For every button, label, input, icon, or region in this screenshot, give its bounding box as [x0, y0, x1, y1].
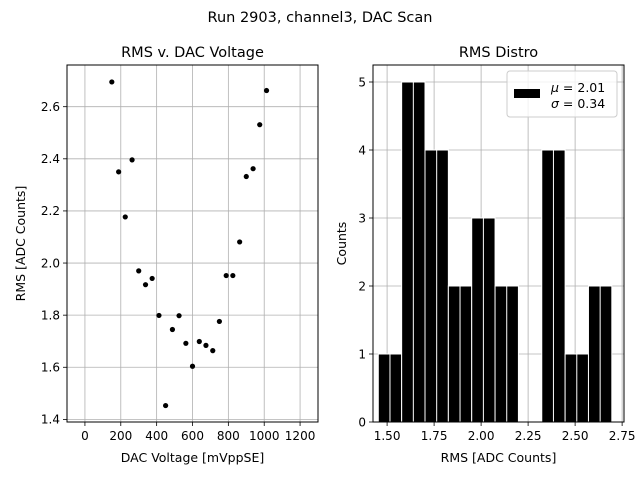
- histogram-x-tick-label: 2.75: [609, 429, 636, 443]
- scatter-y-tick-label: 2.2: [41, 204, 60, 218]
- histogram-y-tick-label: 2: [358, 279, 366, 293]
- scatter-point: [203, 342, 209, 348]
- scatter-y-tick-label: 1.6: [41, 361, 60, 375]
- scatter-point: [257, 122, 263, 128]
- histogram-x-tick-label: 2.50: [562, 429, 589, 443]
- scatter-point: [142, 282, 149, 288]
- scatter-gridlines: [67, 65, 318, 422]
- histogram-legend: μ = 2.01 σ = 0.34: [506, 70, 618, 118]
- scatter-point: [189, 363, 196, 369]
- scatter-points: [109, 79, 270, 409]
- scatter-point: [116, 169, 122, 175]
- histogram-x-axis-label: RMS [ADC Counts]: [441, 450, 557, 465]
- scatter-x-tick-label: 1000: [249, 429, 280, 443]
- scatter-y-ticks: 1.4 1.6 1.8 2.0 2.2 2.4 2.6: [41, 100, 67, 427]
- histogram-panel: RMS Distro 1.50 1.75 2.00 2.25 2.50 2.75 0 1 2 3…: [334, 45, 635, 465]
- scatter-x-ticks: 0 200 400 600 800 1000 1200: [81, 422, 315, 443]
- histogram-y-axis-label: Counts: [334, 222, 349, 266]
- legend-mu-line: μ = 2.01: [550, 80, 605, 95]
- scatter-point: [163, 402, 169, 409]
- scatter-point: [230, 272, 236, 279]
- scatter-y-tick-label: 1.4: [41, 413, 60, 427]
- histogram-y-tick-label: 5: [358, 75, 366, 89]
- legend-sigma-symbol: σ: [551, 96, 560, 111]
- histogram-x-ticks: 1.50 1.75 2.00 2.25 2.50 2.75: [374, 422, 636, 443]
- scatter-point: [250, 166, 256, 172]
- scatter-point: [149, 275, 155, 282]
- scatter-x-tick-label: 600: [181, 429, 204, 443]
- scatter-point: [216, 318, 222, 325]
- legend-swatch: [514, 89, 540, 98]
- scatter-x-tick-label: 800: [217, 429, 240, 443]
- legend-sigma-line: σ = 0.34: [551, 96, 605, 111]
- legend-sigma-value: = 0.34: [559, 96, 605, 111]
- scatter-point: [136, 268, 142, 274]
- legend-mu-value: = 2.01: [559, 80, 605, 95]
- scatter-point: [183, 340, 189, 346]
- scatter-y-tick-label: 1.8: [41, 308, 60, 322]
- scatter-point: [122, 214, 128, 220]
- scatter-point: [169, 326, 176, 333]
- scatter-point: [129, 157, 135, 163]
- histogram-title: RMS Distro: [459, 45, 538, 61]
- figure-suptitle: Run 2903, channel3, DAC Scan: [208, 10, 433, 26]
- scatter-point: [263, 87, 270, 94]
- histogram-x-tick-label: 2.25: [515, 429, 542, 443]
- scatter-point: [156, 312, 162, 319]
- histogram-y-tick-label: 0: [358, 415, 366, 429]
- scatter-y-axis-label: RMS [ADC Counts]: [13, 186, 28, 302]
- scatter-point: [196, 338, 202, 345]
- scatter-y-tick-label: 2.6: [41, 100, 60, 114]
- scatter-title: RMS v. DAC Voltage: [121, 45, 264, 61]
- histogram-bars: [377, 81, 613, 423]
- legend-mu-symbol: μ: [550, 80, 559, 95]
- scatter-x-tick-label: 200: [109, 429, 132, 443]
- histogram-x-tick-label: 1.75: [421, 429, 448, 443]
- histogram-y-tick-label: 4: [358, 143, 366, 157]
- scatter-point: [237, 239, 243, 245]
- scatter-point: [109, 79, 115, 85]
- scatter-x-tick-label: 0: [81, 429, 89, 443]
- histogram-x-tick-label: 1.50: [374, 429, 401, 443]
- histogram-y-ticks: 0 1 2 3 4 5: [358, 75, 373, 429]
- scatter-point: [176, 313, 182, 319]
- histogram-x-tick-label: 2.00: [468, 429, 495, 443]
- scatter-panel: RMS v. DAC Voltage 0 200 400 600 800 1000 1200…: [13, 45, 319, 465]
- scatter-y-tick-label: 2.4: [41, 152, 60, 166]
- histogram-axes-frame: [372, 64, 625, 423]
- histogram-y-tick-label: 3: [358, 211, 366, 225]
- scatter-point: [243, 173, 249, 180]
- histogram-y-tick-label: 1: [358, 347, 366, 361]
- scatter-x-axis-label: DAC Voltage [mVppSE]: [121, 450, 264, 465]
- scatter-point: [223, 272, 229, 279]
- scatter-y-tick-label: 2.0: [41, 256, 60, 270]
- scatter-x-tick-label: 400: [145, 429, 168, 443]
- legend-box: [506, 70, 618, 118]
- scatter-point: [210, 348, 216, 354]
- scatter-x-tick-label: 1200: [285, 429, 316, 443]
